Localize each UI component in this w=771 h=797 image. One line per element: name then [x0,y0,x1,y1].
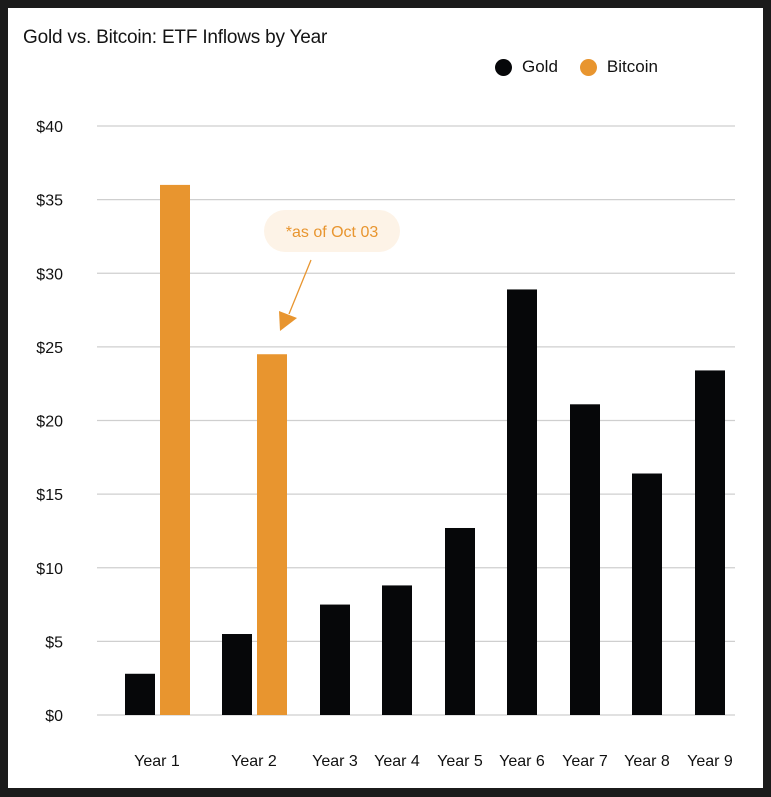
y-tick-label: $15 [36,487,63,504]
y-tick-label: $10 [36,561,63,578]
y-tick-label: $30 [36,266,63,283]
bar-gold [320,604,350,715]
bar-gold [382,585,412,715]
x-tick-label: Year 5 [437,753,483,770]
y-tick-label: $5 [45,634,63,651]
x-tick-label: Year 6 [499,753,545,770]
y-tick-label: $25 [36,340,63,357]
y-tick-label: $40 [36,119,63,136]
legend-item-bitcoin: Bitcoin [579,57,658,77]
x-tick-label: Year 3 [312,753,358,770]
bar-gold [507,289,537,715]
annotation-arrowhead-icon [279,311,297,331]
bar-gold [445,527,475,715]
y-tick-label: $0 [45,708,63,725]
annotation-text: *as of Oct 03 [286,224,379,241]
legend-label-gold: Gold [522,57,558,76]
bar-gold [222,634,252,715]
legend-swatch-gold [495,58,512,76]
y-tick-label: $35 [36,193,63,210]
legend: Gold Bitcoin [495,57,680,77]
bar-gold [570,404,600,715]
bar-gold [125,673,155,715]
legend-swatch-bitcoin [579,58,597,76]
x-tick-label: Year 2 [231,753,277,770]
x-tick-label: Year 1 [134,753,180,770]
x-tick-label: Year 8 [624,753,670,770]
bar-gold [632,473,662,715]
bar-bitcoin [257,354,287,715]
bar-gold [695,370,725,715]
x-tick-label: Year 7 [562,753,608,770]
y-tick-label: $20 [36,414,63,431]
bar-bitcoin [160,184,190,715]
legend-item-gold: Gold [495,57,558,77]
x-tick-label: Year 9 [687,753,733,770]
annotation-arrow-line [288,259,312,315]
annotation-bubble [264,210,400,252]
chart-title: Gold vs. Bitcoin: ETF Inflows by Year [23,27,328,48]
x-tick-label: Year 4 [374,753,420,770]
legend-label-bitcoin: Bitcoin [606,57,658,76]
